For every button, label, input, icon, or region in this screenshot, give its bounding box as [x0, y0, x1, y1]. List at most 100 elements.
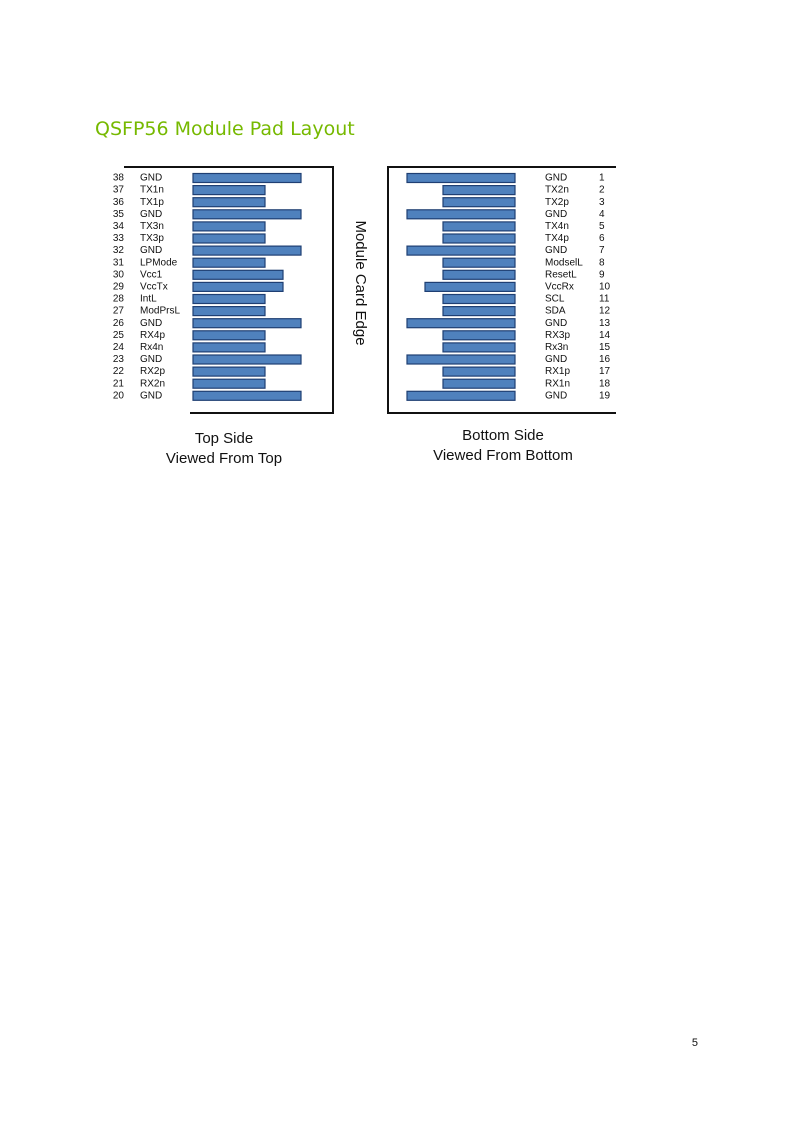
pad-number: 20 [113, 390, 125, 401]
pad [442, 197, 516, 208]
pad-name: Vcc1 [140, 269, 163, 280]
pad-number: 35 [113, 209, 125, 220]
pad [192, 172, 302, 184]
pad [442, 221, 516, 232]
pad-number: 6 [599, 233, 605, 244]
pad-number: 34 [113, 221, 125, 232]
pad [192, 366, 266, 377]
pad-name: LPMode [140, 257, 178, 268]
pad-name: RX1p [545, 366, 570, 377]
pad-name: GND [140, 209, 162, 220]
pad-number: 4 [599, 209, 605, 220]
pad-number: 11 [599, 294, 610, 305]
pad-name: ModselL [545, 257, 583, 268]
pad [192, 354, 302, 365]
pad [406, 172, 516, 184]
pad [192, 221, 266, 232]
pad-name: TX4p [545, 233, 569, 244]
pad-name: GND [545, 390, 567, 401]
title: QSFP56 Module Pad Layout [95, 118, 355, 140]
pad [442, 269, 516, 280]
pad [406, 209, 516, 220]
pad-name: RX1n [545, 378, 570, 389]
pad [192, 233, 266, 244]
pad [406, 390, 516, 401]
pad [442, 330, 516, 341]
pad-name: GND [545, 245, 567, 256]
pad-name: TX3p [140, 233, 164, 244]
pad [442, 366, 516, 377]
pad [192, 209, 302, 220]
pad-name: GND [140, 173, 162, 184]
pad [442, 378, 516, 389]
pad-name: GND [140, 390, 162, 401]
pad-name: GND [140, 354, 162, 365]
pad [192, 245, 302, 256]
pad-number: 36 [113, 197, 125, 208]
pad [406, 318, 516, 329]
pad-name: VccTx [140, 282, 168, 293]
pad-number: 2 [599, 185, 605, 196]
pad [442, 342, 516, 353]
pad [192, 318, 302, 329]
bottom-frame [387, 166, 616, 414]
pad-number: 38 [113, 173, 125, 184]
pad [192, 330, 266, 341]
pad-name: TX1p [140, 197, 164, 208]
pad-number: 26 [113, 318, 125, 329]
pad [406, 245, 516, 256]
pad-name: ModPrsL [140, 306, 180, 317]
pad [406, 354, 516, 365]
pad-name: GND [140, 318, 162, 329]
pad-name: TX3n [140, 221, 164, 232]
pad-name: TX4n [545, 221, 569, 232]
pad-number: 3 [599, 197, 605, 208]
top-frame [124, 166, 334, 414]
pad-name: GND [545, 173, 567, 184]
pad [192, 185, 266, 196]
pad-number: 17 [599, 366, 611, 377]
pad-name: SDA [545, 306, 566, 317]
pad [442, 233, 516, 244]
edge-label: Module Card Edge [352, 220, 369, 345]
pad-name: GND [545, 318, 567, 329]
pad [192, 257, 266, 268]
pad-name: Rx4n [140, 342, 163, 353]
pad-name: ResetL [545, 269, 577, 280]
caption: Top Side [195, 430, 253, 447]
pad-name: RX2n [140, 378, 165, 389]
pad-number: 21 [113, 378, 125, 389]
pad-number: 27 [113, 306, 125, 317]
pad-number: 7 [599, 245, 605, 256]
pad-number: 24 [113, 342, 125, 353]
pad-name: GND [140, 245, 162, 256]
pad-name: RX4p [140, 330, 165, 341]
pad-name: TX2p [545, 197, 569, 208]
pad [442, 306, 516, 317]
caption: Viewed From Bottom [433, 447, 573, 464]
pad-name: GND [545, 209, 567, 220]
pad-name: VccRx [545, 282, 574, 293]
pad [192, 342, 266, 353]
pad-name: RX2p [140, 366, 165, 377]
pad-number: 28 [113, 294, 125, 305]
pad [192, 281, 284, 292]
pad-number: 18 [599, 378, 611, 389]
pad-number: 10 [599, 282, 611, 293]
pad-number: 31 [113, 257, 125, 268]
pad-number: 14 [599, 330, 611, 341]
pad-name: Rx3n [545, 342, 568, 353]
pad-number: 1 [599, 173, 605, 184]
pad-number: 22 [113, 366, 125, 377]
pad [192, 378, 266, 389]
caption: Viewed From Top [166, 450, 282, 467]
pad [192, 306, 266, 317]
pad-number: 12 [599, 306, 611, 317]
pad-number: 16 [599, 354, 611, 365]
pad-number: 9 [599, 269, 605, 280]
pad-number: 8 [599, 257, 605, 268]
caption: Bottom Side [462, 427, 544, 444]
pad [192, 197, 266, 208]
pad [424, 281, 516, 292]
